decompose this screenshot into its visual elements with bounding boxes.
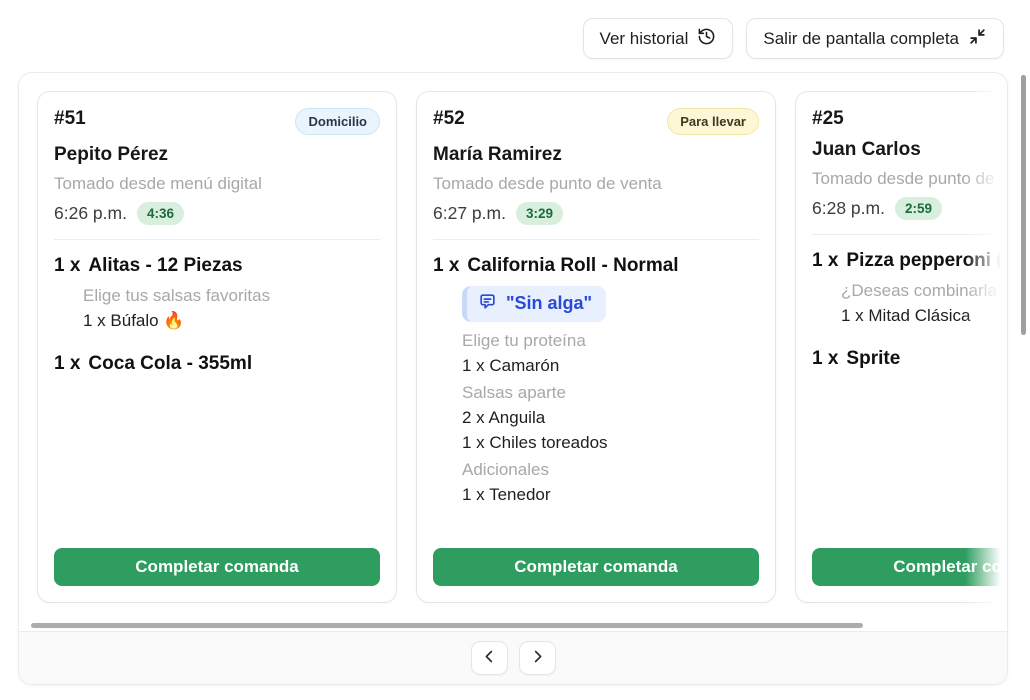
modifier-group-label: Elige tu proteína [462,330,586,350]
modifier-option: 1 x Tenedor [462,484,551,504]
order-number: #51 [54,108,86,129]
modifier-option: 1 x Mitad Clásica [841,305,971,325]
order-item: 1 x Pizza pepperoni (8 rebanadas) ¿Desea… [812,249,1007,326]
order-item: 1 x California Roll - Normal "Sin alg [433,254,759,505]
order-card: #25 Juan Carlos Tomado desde punto de ve… [795,91,1007,603]
modifier-group-label: Elige tus salsas favoritas [83,285,271,305]
order-number: #52 [433,108,465,129]
customer-name: María Ramirez [433,144,562,165]
exit-fullscreen-label: Salir de pantalla completa [763,28,959,48]
modifier-group-label: Salsas aparte [462,382,566,402]
item-name: Pizza pepperoni (8 rebanadas) [846,250,1007,271]
item-quantity: 1 x [54,255,81,276]
complete-order-button[interactable]: Completar comanda [812,548,1007,586]
board-footer [19,631,1007,684]
elapsed-timer-badge: 4:36 [136,202,184,225]
item-quantity: 1 x [54,352,81,374]
exit-fullscreen-button[interactable]: Salir de pantalla completa [746,18,1004,59]
item-name: California Roll - Normal [467,255,679,276]
chevron-left-icon [482,649,497,667]
modifier-group-label: ¿Deseas combinarla? [841,280,1007,300]
horizontal-scrollbar-thumb[interactable] [31,623,863,628]
item-quantity: 1 x [812,347,839,369]
modifier-option: 1 x Chiles toreados [462,432,608,452]
order-items: 1 x Pizza pepperoni (8 rebanadas) ¿Desea… [812,237,1007,548]
order-source: Tomado desde punto de venta [812,169,1007,188]
item-name: Coca Cola - 355ml [88,352,253,374]
complete-order-button[interactable]: Completar comanda [433,548,759,586]
order-items: 1 x California Roll - Normal "Sin alg [433,242,759,548]
elapsed-timer-badge: 3:29 [515,202,563,225]
order-card: #52 Para llevar María Ramirez Tomado des… [416,91,776,603]
divider [433,239,759,240]
order-time: 6:28 p.m. [812,198,885,218]
order-type-badge: Para llevar [667,108,759,135]
customer-name: Juan Carlos [812,139,921,160]
history-icon [697,27,716,51]
item-quantity: 1 x [433,255,460,276]
item-quantity: 1 x [812,250,839,271]
view-history-button[interactable]: Ver historial [582,18,734,59]
prev-page-button[interactable] [470,641,508,675]
order-items: 1 x Alitas - 12 Piezas Elige tus salsas … [54,242,380,548]
view-history-label: Ver historial [599,28,689,48]
top-action-bar: Ver historial Salir de pantalla completa [582,18,1004,59]
customer-name: Pepito Pérez [54,144,169,165]
order-item: 1 x Coca Cola - 355ml [54,352,380,377]
orders-row: #51 Domicilio Pepito Pérez Tomado desde … [19,73,1007,621]
order-source: Tomado desde punto de venta [433,174,662,193]
item-note-text: "Sin alga" [506,293,593,314]
vertical-scrollbar-thumb[interactable] [1021,75,1026,335]
order-time: 6:27 p.m. [433,203,506,223]
order-source: Tomado desde menú digital [54,174,262,193]
item-name: Alitas - 12 Piezas [88,255,243,276]
order-type-badge: Domicilio [295,108,380,135]
divider [54,239,380,240]
note-icon [478,292,497,316]
complete-order-button[interactable]: Completar comanda [54,548,380,586]
item-note-chip: "Sin alga" [462,285,607,322]
modifier-option: 1 x Búfalo 🔥 [83,310,185,330]
elapsed-timer-badge: 2:59 [894,197,942,220]
order-item: 1 x Alitas - 12 Piezas Elige tus salsas … [54,254,380,331]
orders-board: #51 Domicilio Pepito Pérez Tomado desde … [18,72,1008,685]
modifier-group-label: Adicionales [462,459,549,479]
item-name: Sprite [846,347,901,369]
chevron-right-icon [530,649,545,667]
order-number: #25 [812,108,844,129]
exit-fullscreen-icon [968,27,987,51]
order-time: 6:26 p.m. [54,203,127,223]
modifier-option: 2 x Anguila [462,407,546,427]
next-page-button[interactable] [518,641,556,675]
order-item: 1 x Sprite [812,347,1007,372]
modifier-option: 1 x Camarón [462,355,560,375]
order-card: #51 Domicilio Pepito Pérez Tomado desde … [37,91,397,603]
divider [812,234,1007,235]
